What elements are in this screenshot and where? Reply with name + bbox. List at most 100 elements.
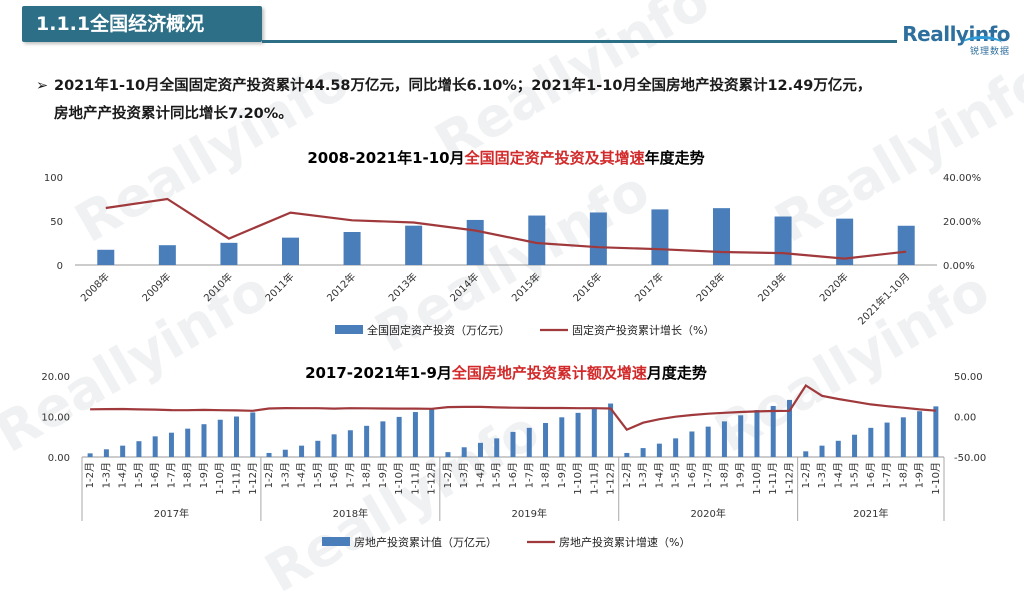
chart1-legend-bar-label: 全国固定资产投资（万亿元）: [367, 323, 510, 337]
chart1-x-tick: 2017年: [632, 270, 666, 304]
chart2-bar: [738, 415, 743, 457]
chart2-bar: [185, 429, 190, 457]
chart2-bar: [380, 421, 385, 457]
chart2-year-label: 2017年: [154, 507, 189, 520]
chart2-x-tick: 1-3月: [279, 462, 291, 488]
chart1-y-left-tick: 100: [44, 173, 63, 184]
chart2-x-tick: 1-7月: [881, 462, 893, 488]
chart2-x-tick: 1-6月: [507, 462, 519, 488]
chart2-bar: [803, 451, 808, 457]
chart1-legend-line-label: 固定资产投资累计增长（%）: [572, 323, 714, 337]
chart1-y-left-tick: 0: [57, 261, 63, 272]
chart1-x-tick: 2020年: [817, 270, 851, 304]
chart2-bar: [250, 412, 255, 457]
chart2-bar: [706, 427, 711, 457]
chart1-bar: [282, 238, 299, 265]
chart2-bar: [754, 410, 759, 457]
chart2-x-tick: 1-5月: [312, 462, 324, 488]
chart2-bar: [836, 441, 841, 457]
chart1-x-tick: 2011年: [262, 270, 296, 304]
chart2-x-tick: 1-6月: [328, 462, 340, 488]
chart2-x-tick: 1-12月: [605, 462, 617, 495]
chart1-x-tick: 2015年: [509, 270, 543, 304]
chart2-bar: [641, 448, 646, 457]
chart2-x-tick: 1-4月: [832, 462, 844, 488]
chart2-bar: [885, 423, 890, 457]
chart2-bar: [689, 431, 694, 457]
chart2-year-label: 2019年: [512, 507, 547, 520]
chart2-x-tick: 1-10月: [751, 462, 763, 495]
chart2-bar: [267, 453, 272, 457]
chart2-x-tick: 1-6月: [865, 462, 877, 488]
chart2-bar: [722, 421, 727, 457]
chart2-x-tick: 1-2月: [263, 462, 275, 488]
chart1-x-tick: 2013年: [386, 270, 420, 304]
chart2-bar: [624, 453, 629, 457]
chart1-x-tick: 2016年: [570, 270, 604, 304]
chart2-bar: [933, 406, 938, 457]
chart2-bar: [88, 453, 93, 457]
chart2-bar: [445, 452, 450, 457]
chart2-bar: [332, 434, 337, 457]
chart2-x-tick: 1-12月: [783, 462, 795, 495]
chart2-bar: [673, 438, 678, 457]
chart2-legend-bar-label: 房地产投资累计值（万亿元）: [354, 535, 497, 549]
chart2-x-tick: 1-7月: [344, 462, 356, 488]
chart2-x-tick: 1-2月: [442, 462, 454, 488]
chart1-bar: [97, 250, 114, 265]
chart2-bar: [852, 435, 857, 457]
chart2-bar: [592, 408, 597, 457]
chart2-bar: [820, 446, 825, 457]
chart1-bar: [713, 208, 730, 265]
chart2-year-label: 2021年: [853, 507, 888, 520]
chart2-x-tick: 1-3月: [100, 462, 112, 488]
chart2-x-tick: 1-2月: [621, 462, 633, 488]
chart2-x-tick: 1-5月: [849, 462, 861, 488]
chart2-x-tick: 1-10月: [930, 462, 942, 495]
chart2-y-right-tick: 50.00: [954, 372, 983, 383]
chart2-x-tick: 1-7月: [702, 462, 714, 488]
chart2-bar: [576, 413, 581, 457]
chart1-x-tick: 2009年: [139, 270, 173, 304]
chart2-x-tick: 1-3月: [637, 462, 649, 488]
chart2-x-tick: 1-4月: [117, 462, 129, 488]
chart2-bar: [429, 408, 434, 457]
chart2-x-tick: 1-11月: [588, 462, 600, 495]
chart2-bar: [104, 449, 109, 457]
chart2-x-tick: 1-9月: [198, 462, 210, 488]
chart1-bar: [898, 226, 915, 265]
chart2-x-tick: 1-10月: [214, 462, 226, 495]
chart1-bar: [344, 232, 361, 265]
chart2-x-tick: 1-9月: [556, 462, 568, 488]
chart2-bar: [527, 428, 532, 457]
chart1-bar: [405, 226, 422, 265]
chart2-x-tick: 1-10月: [393, 462, 405, 495]
chart2-bar: [315, 441, 320, 457]
chart2-y-right-tick: -50.00: [954, 453, 986, 464]
chart1-bar: [775, 217, 792, 265]
chart1-bar: [220, 243, 237, 265]
chart1-x-tick: 2012年: [324, 270, 358, 304]
chart2-x-tick: 1-9月: [377, 462, 389, 488]
chart2-bar: [559, 417, 564, 457]
chart1-bar: [590, 212, 607, 265]
chart1-bar: [467, 220, 484, 265]
chart2-bar: [917, 411, 922, 457]
chart2-bar: [218, 420, 223, 457]
chart2-x-tick: 1-3月: [816, 462, 828, 488]
chart2-x-tick: 1-11月: [409, 462, 421, 495]
chart2-year-label: 2020年: [690, 507, 725, 520]
chart2-x-tick: 1-2月: [84, 462, 96, 488]
chart2-x-tick: 1-9月: [914, 462, 926, 488]
chart1-x-tick: 2018年: [693, 270, 727, 304]
chart2-x-tick: 1-6月: [686, 462, 698, 488]
chart2-x-tick: 1-4月: [474, 462, 486, 488]
chart2-x-tick: 1-10月: [572, 462, 584, 495]
chart2-x-tick: 1-5月: [133, 462, 145, 488]
chart2-x-tick: 1-11月: [231, 462, 243, 495]
chart2-bar: [348, 430, 353, 457]
chart2-title: 2017-2021年1-9月全国房地产投资累计额及增速月度走势: [305, 364, 707, 382]
chart2-bar: [153, 436, 158, 457]
chart2-x-tick: 1-7月: [165, 462, 177, 488]
chart2-bar: [397, 417, 402, 457]
